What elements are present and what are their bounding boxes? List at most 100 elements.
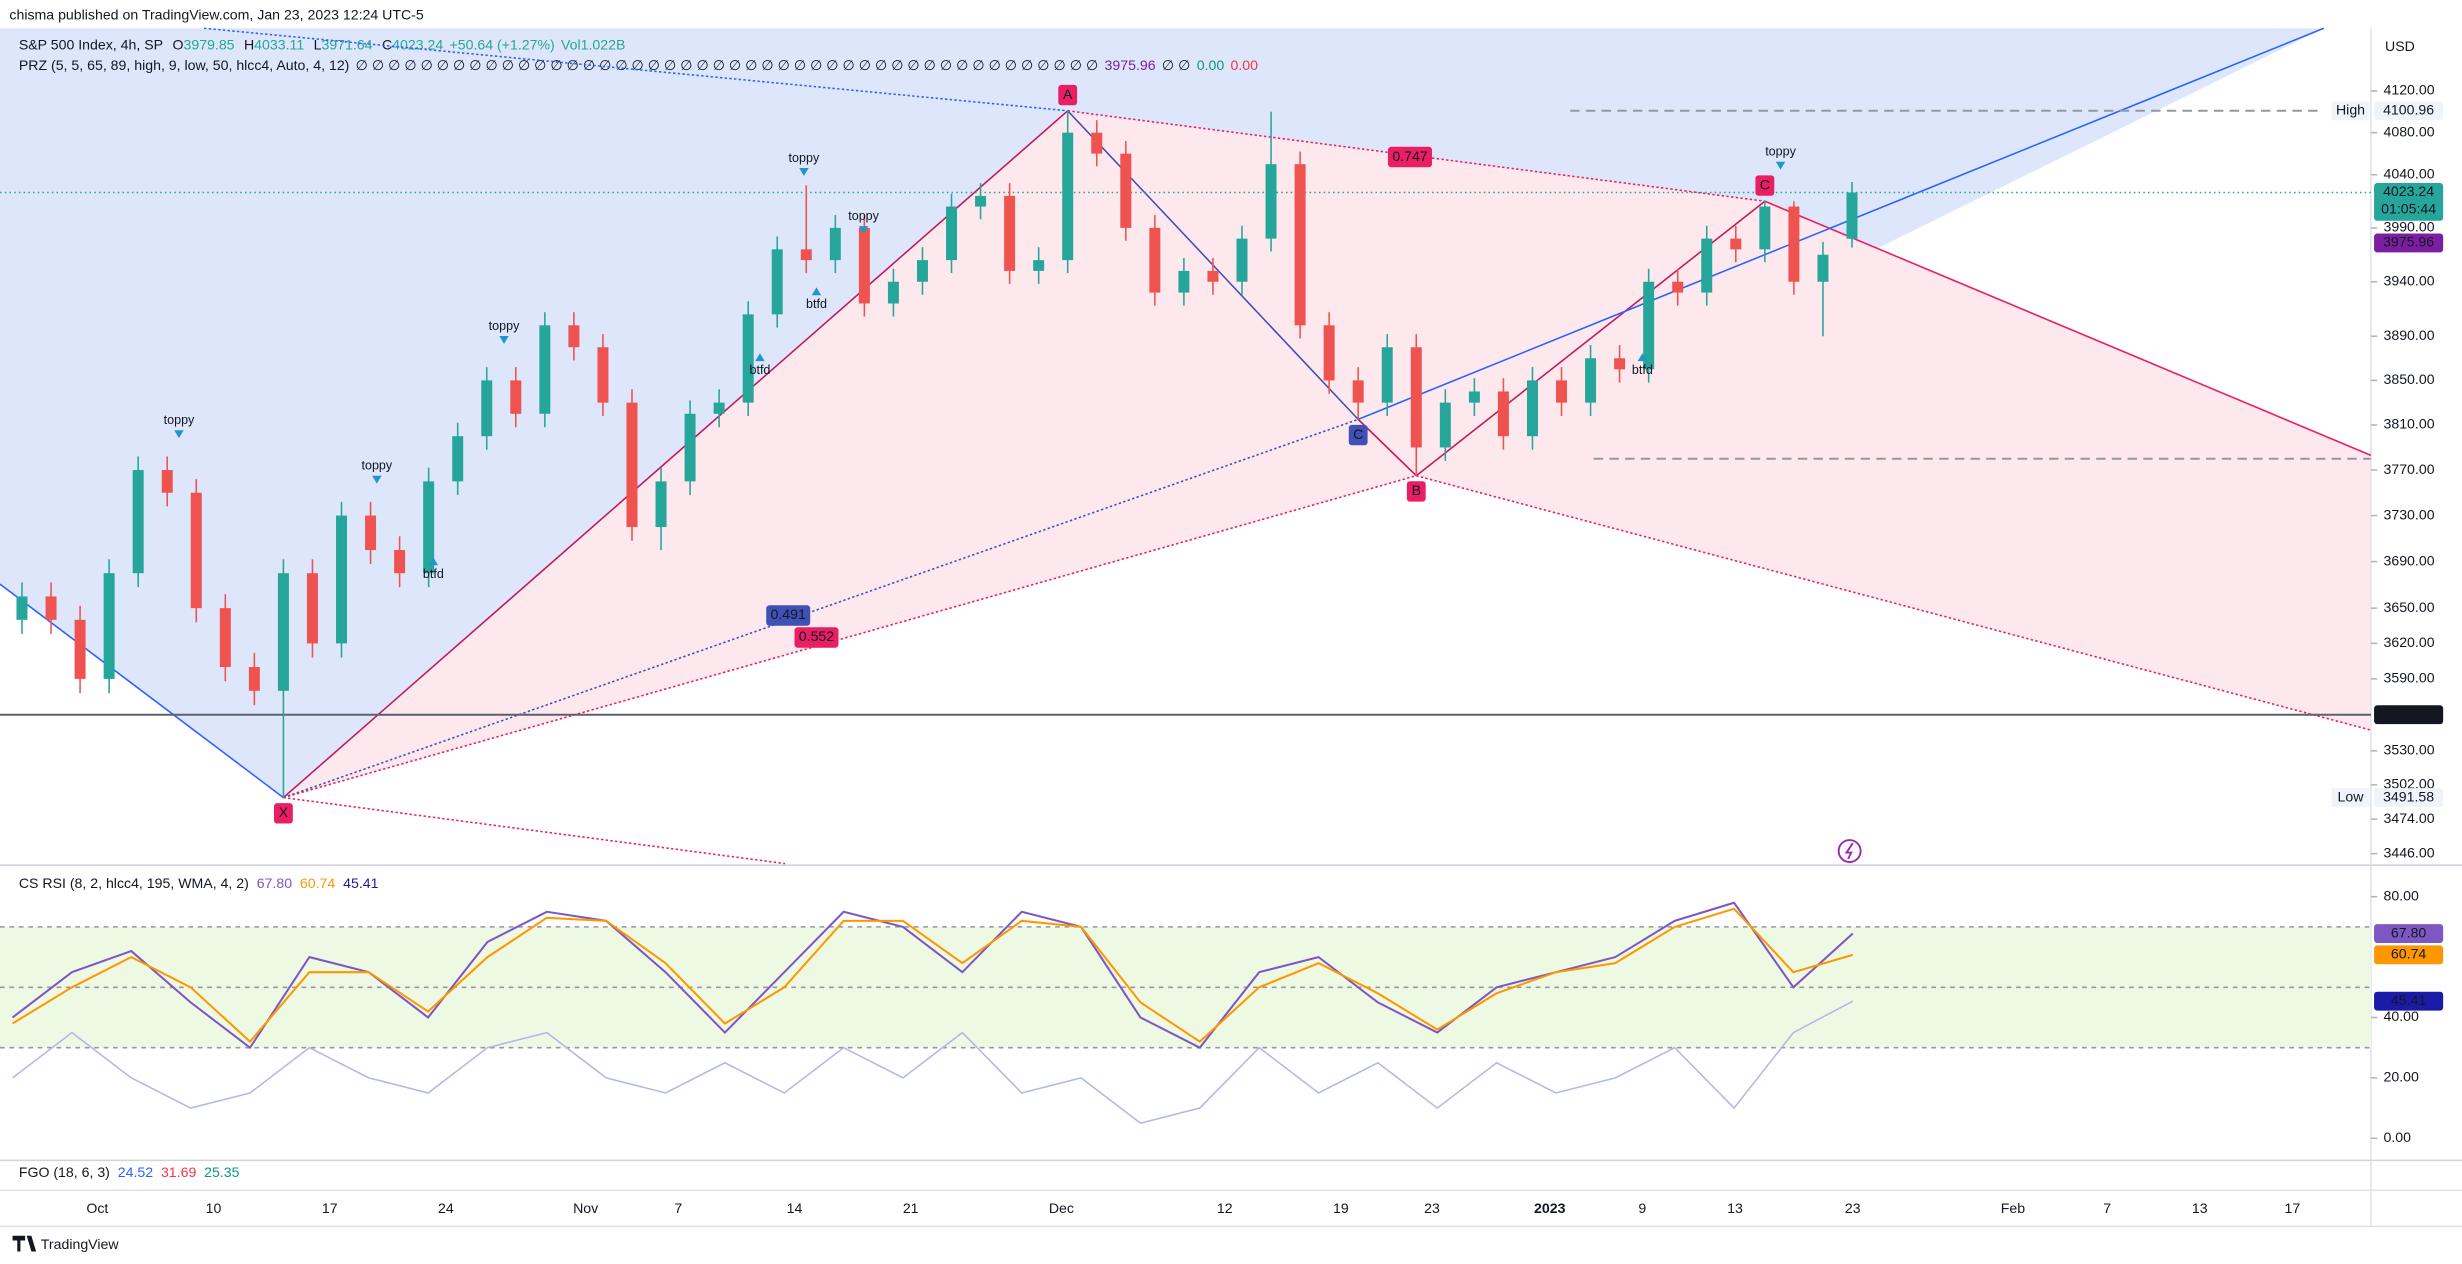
- candle-body: [1120, 153, 1132, 228]
- signal-label: btfd: [1632, 363, 1653, 377]
- ratio-badge: [766, 605, 811, 626]
- rsi-legend-value: 67.80: [257, 875, 292, 891]
- alert-icon-bolt: [1844, 842, 1854, 860]
- signal-arrow: [799, 168, 809, 176]
- candle-body: [1788, 206, 1800, 282]
- signal-arrow: [811, 287, 822, 296]
- candle-body: [16, 596, 28, 620]
- signal-label: btfd: [423, 567, 444, 581]
- pattern-point-badge: [1755, 175, 1775, 196]
- y-tick-label: 3770.00: [2383, 461, 2434, 477]
- signal-arrow: [858, 226, 869, 234]
- candle-body: [219, 608, 231, 668]
- y-tick-label: 3810.00: [2383, 416, 2434, 432]
- indicator-legend: PRZ (5, 5, 65, 89, high, 9, low, 50, hlc…: [19, 57, 1258, 73]
- x-tick-label: 21: [903, 1200, 919, 1216]
- candle-body: [916, 260, 928, 282]
- candle-body: [1062, 132, 1074, 261]
- fgo-value: 24.52: [118, 1164, 153, 1180]
- candle-body: [684, 413, 696, 482]
- y-tick-label: 4040.00: [2383, 165, 2434, 181]
- indicator-tail: 0.00: [1230, 57, 1258, 73]
- pattern-line: [282, 110, 1069, 799]
- y-tick-label: 3530.00: [2383, 742, 2434, 758]
- footer-brand: TradingView: [41, 1236, 120, 1252]
- indicator: PRZ (5, 5, 65, 89, high, 9, low, 50, hlc…: [19, 57, 350, 73]
- ohlc-value: 4023.24: [392, 36, 443, 52]
- trend-line: [204, 27, 1068, 112]
- ohlc-value: 3971.64: [321, 36, 372, 52]
- price-label: 3491.58: [2383, 788, 2434, 804]
- candle-body: [161, 470, 173, 493]
- candle-body: [1265, 164, 1277, 239]
- signal-label: toppy: [1765, 145, 1796, 159]
- rsi-value-label: 67.80: [2391, 924, 2426, 940]
- fgo-value: 31.69: [161, 1164, 196, 1180]
- currency: USD: [2385, 38, 2415, 54]
- ohlc-value: 4033.11: [254, 36, 304, 52]
- candle-body: [1323, 325, 1335, 381]
- rsi-line: [12, 1000, 1854, 1125]
- signal-arrow: [1775, 161, 1786, 170]
- indicator-nulls: ∅ ∅ ∅ ∅ ∅ ∅ ∅ ∅ ∅ ∅ ∅ ∅ ∅ ∅ ∅ ∅ ∅ ∅ ∅ ∅ …: [356, 57, 1099, 73]
- price-countdown: 01:05:44: [2381, 200, 2436, 216]
- alert-icon[interactable]: [1837, 839, 1862, 863]
- candle-body: [1468, 391, 1480, 403]
- candle-body: [1033, 260, 1045, 271]
- pattern-point-label: C: [1353, 426, 1363, 442]
- x-tick-label: 13: [2192, 1200, 2208, 1216]
- x-tick-label: 23: [1845, 1200, 1861, 1216]
- ratio-badge: [794, 627, 839, 648]
- candle-body: [771, 249, 783, 315]
- y-tick-label: 20.00: [2383, 1069, 2418, 1085]
- y-tick-label: 3850.00: [2383, 371, 2434, 387]
- x-tick-label: Nov: [573, 1200, 599, 1216]
- candle-body: [45, 596, 57, 620]
- change: +50.64 (+1.27%): [450, 36, 555, 52]
- y-tick-label: 3650.00: [2383, 599, 2434, 615]
- pattern-point-badge: [1348, 424, 1368, 446]
- signal-label: toppy: [848, 209, 879, 223]
- y-tick-label: 3730.00: [2383, 506, 2434, 522]
- signal-arrow: [174, 430, 184, 439]
- indicator-tail: 0.00: [1197, 57, 1225, 73]
- candle-body: [1439, 402, 1451, 448]
- y-tick-label: 4080.00: [2383, 123, 2434, 139]
- x-tick-label: Oct: [86, 1200, 108, 1216]
- prz-zone: [283, 110, 2371, 798]
- candle-body: [1004, 195, 1016, 271]
- candle-body: [713, 402, 725, 414]
- pattern-point-label: C: [1760, 176, 1770, 192]
- candle-body: [1149, 227, 1161, 293]
- candle-body: [742, 314, 754, 403]
- pattern-line: [283, 474, 1417, 799]
- pattern-point-badge: [1406, 481, 1426, 502]
- candle-body: [1759, 206, 1771, 250]
- symbol-legend: S&P 500 Index, 4h, SP O3979.85 H4033.11 L39…: [19, 36, 626, 52]
- rsi-title: CS RSI (8, 2, hlcc4, 195, WMA, 4, 2): [19, 875, 249, 891]
- signal-arrow: [499, 336, 509, 344]
- pattern-line: [1357, 418, 1417, 477]
- pattern-line: [1764, 200, 2372, 457]
- indicator-value: 3975.96: [1105, 57, 1156, 73]
- candle-body: [1585, 358, 1597, 403]
- candle-body: [74, 619, 86, 679]
- candle-body: [481, 380, 493, 437]
- candle-body: [394, 550, 406, 574]
- price-label-box: [2374, 788, 2444, 808]
- candle-body: [1236, 238, 1248, 282]
- pane-background: [0, 28, 2371, 798]
- candle-body: [248, 667, 260, 691]
- candle-body: [975, 195, 987, 207]
- pattern-line: [1067, 110, 1765, 203]
- pattern-point-badge: [273, 803, 293, 824]
- signal-label: toppy: [361, 459, 392, 473]
- rsi-band: [0, 926, 2371, 1048]
- x-tick-label: 7: [674, 1200, 682, 1216]
- rsi-legend-value: 60.74: [300, 875, 335, 891]
- x-tick-label: 17: [2285, 1200, 2301, 1216]
- price-label: 4100.96: [2383, 102, 2434, 118]
- price-name-box: [2331, 101, 2370, 121]
- logo: [12, 1235, 37, 1252]
- x-tick-label: 14: [787, 1200, 803, 1216]
